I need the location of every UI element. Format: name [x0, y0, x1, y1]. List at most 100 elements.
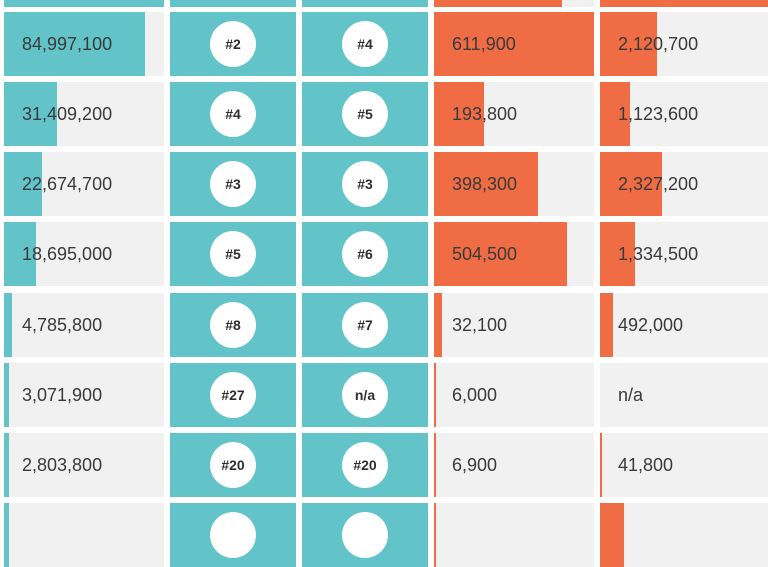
value-cell-orange-b: 1,334,500 [600, 222, 768, 286]
rank-badge: #3 [342, 161, 388, 207]
value-cell-orange-a: 611,900 [434, 12, 594, 76]
value-cell-orange-b-value: 492,000 [618, 315, 684, 335]
rank-cell-b: n/a [302, 363, 428, 427]
value-cell-teal: 31,409,200 [4, 82, 164, 146]
rank-badge: n/a [342, 372, 388, 418]
value-cell-orange-b [600, 503, 768, 567]
value-cell-orange-b: 41,800 [600, 433, 768, 497]
rank-cell-b: #3 [302, 152, 428, 216]
rank-cell-a: #27 [170, 363, 296, 427]
value-cell-orange-b-bar [600, 0, 768, 7]
rank-cell-b: #5 [302, 82, 428, 146]
value-cell-orange-b-bar [600, 12, 658, 76]
value-cell-orange-a-value: 193,800 [452, 104, 518, 124]
value-cell-teal: 18,695,000 [4, 222, 164, 286]
value-cell-orange-a: 32,100 [434, 293, 594, 357]
rank-cell-b [302, 503, 428, 567]
value-cell-teal-bar [4, 503, 9, 567]
value-cell-teal: 84,997,100 [4, 12, 164, 76]
rank-cell-a [170, 0, 296, 7]
rank-badge [210, 512, 256, 558]
value-cell-orange-b-value: 1,334,500 [618, 244, 699, 264]
value-cell-orange-a-bar [434, 152, 538, 216]
value-cell-teal: 22,674,700 [4, 152, 164, 216]
value-cell-teal: 2,803,800 [4, 433, 164, 497]
value-cell-teal-value: 18,695,000 [22, 244, 113, 264]
rank-badge: #8 [210, 302, 256, 348]
table-row: 3,071,900 #27 n/a 6,000 n/a [0, 363, 768, 427]
value-cell-orange-b-value: n/a [618, 385, 644, 405]
table-row: 2,803,800 #20 #20 6,900 41,800 [0, 433, 768, 497]
rank-badge: #20 [210, 442, 256, 488]
value-cell-orange-a: 193,800 [434, 82, 594, 146]
rank-cell-a: #5 [170, 222, 296, 286]
rank-cell-a: #20 [170, 433, 296, 497]
rank-badge: #27 [210, 372, 256, 418]
value-cell-orange-a-value: 32,100 [452, 315, 508, 335]
value-cell-orange-b-bar [600, 503, 624, 567]
value-cell-orange-b: 492,000 [600, 293, 768, 357]
value-cell-orange-a-bar [434, 0, 562, 7]
value-cell-teal-bar [4, 12, 145, 76]
rank-badge: #6 [342, 231, 388, 277]
rank-badge [342, 512, 388, 558]
value-cell-orange-b-value: 1,123,600 [618, 104, 699, 124]
rank-badge: #5 [342, 91, 388, 137]
value-cell-orange-b-bar [600, 152, 663, 216]
value-cell-teal-bar [4, 293, 12, 357]
table-row [0, 503, 768, 567]
value-cell-orange-a [434, 503, 594, 567]
rank-cell-b: #7 [302, 293, 428, 357]
value-cell-teal-value: 2,803,800 [22, 455, 103, 475]
rank-badge: #4 [210, 91, 256, 137]
value-cell-orange-b-bar [600, 82, 631, 146]
value-cell-teal-bar [4, 82, 57, 146]
table-row: 18,695,000 #5 #6 504,500 1,334,500 [0, 222, 768, 286]
value-cell-orange-b-bar [600, 293, 614, 357]
value-cell-orange-a [434, 0, 594, 7]
table-row [0, 0, 768, 7]
value-cell-orange-a-value: 398,300 [452, 174, 518, 194]
value-cell-orange-b-bar [600, 433, 602, 497]
value-cell-orange-a-bar [434, 293, 442, 357]
rank-cell-b: #6 [302, 222, 428, 286]
rank-badge: #7 [342, 302, 388, 348]
rank-badge: #3 [210, 161, 256, 207]
value-cell-teal-bar [4, 433, 9, 497]
value-cell-orange-a-value: 6,900 [452, 455, 498, 475]
value-cell-orange-b-value: 2,120,700 [618, 34, 699, 54]
rank-badge: #20 [342, 442, 388, 488]
value-cell-teal-value: 84,997,100 [22, 34, 113, 54]
rank-badge: #2 [210, 21, 256, 67]
value-cell-teal-value: 4,785,800 [22, 315, 103, 335]
value-cell-orange-b-bar [600, 222, 636, 286]
value-cell-orange-a-bar [434, 12, 594, 76]
value-cell-teal [4, 0, 164, 7]
value-cell-orange-a-bar [434, 82, 484, 146]
value-cell-orange-a-bar [434, 222, 567, 286]
rank-cell-a [170, 503, 296, 567]
rank-cell-a: #2 [170, 12, 296, 76]
value-cell-orange-a-value: 504,500 [452, 244, 518, 264]
value-cell-orange-a: 504,500 [434, 222, 594, 286]
value-cell-teal-value: 31,409,200 [22, 104, 113, 124]
value-cell-teal: 4,785,800 [4, 293, 164, 357]
table-row: 22,674,700 #3 #3 398,300 2,327,200 [0, 152, 768, 216]
value-cell-teal-value: 3,071,900 [22, 385, 103, 405]
rank-cell-b: #4 [302, 12, 428, 76]
value-cell-teal-bar [4, 0, 164, 7]
value-cell-orange-a: 6,000 [434, 363, 594, 427]
value-cell-orange-a-bar [434, 433, 436, 497]
rank-badge: #5 [210, 231, 256, 277]
rank-cell-a: #8 [170, 293, 296, 357]
rank-cell-b [302, 0, 428, 7]
value-cell-teal-bar [4, 222, 36, 286]
value-cell-orange-b: 1,123,600 [600, 82, 768, 146]
rank-badge: #4 [342, 21, 388, 67]
table-row: 4,785,800 #8 #7 32,100 492,000 [0, 293, 768, 357]
value-cell-orange-b: 2,327,200 [600, 152, 768, 216]
value-cell-teal-bar [4, 363, 9, 427]
value-cell-orange-a-value: 611,900 [452, 34, 516, 54]
value-cell-teal [4, 503, 164, 567]
